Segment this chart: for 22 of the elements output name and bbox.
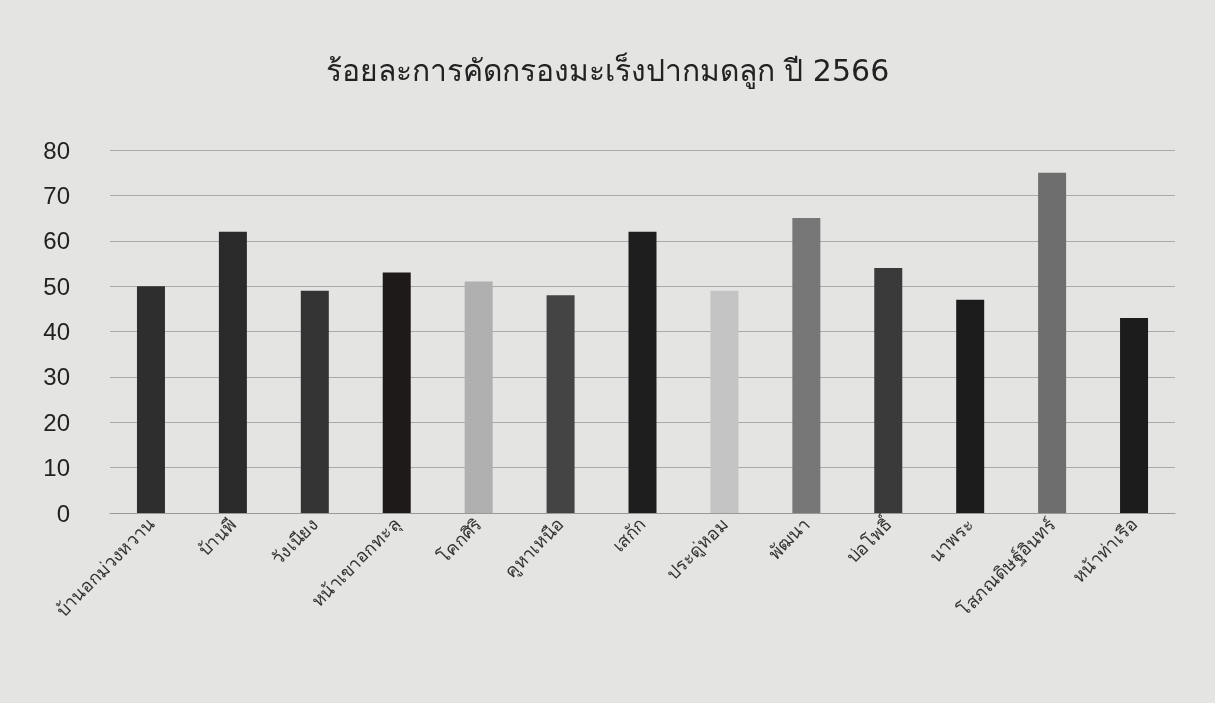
y-tick-label: 50 [43, 272, 70, 300]
y-tick-label: 10 [43, 454, 70, 482]
y-tick-label: 30 [43, 363, 70, 391]
y-tick-label: 20 [43, 408, 70, 436]
bar [874, 267, 903, 513]
bar [956, 299, 985, 513]
bar [382, 272, 411, 513]
y-tick-label: 70 [43, 181, 70, 209]
bar [1120, 317, 1149, 513]
bar [300, 290, 329, 513]
bar [136, 286, 165, 513]
bar [792, 218, 821, 513]
bar [628, 231, 657, 513]
bar [1038, 172, 1067, 513]
y-tick-label: 40 [43, 318, 70, 345]
chart-title: ร้อยละการคัดกรองมะเร็งปากมดลูก ปี 2566 [325, 51, 890, 89]
bar [218, 231, 247, 513]
bar [546, 295, 575, 513]
y-tick-label: 60 [43, 227, 70, 255]
y-tick-label: 0 [56, 499, 70, 527]
bar [710, 290, 739, 513]
y-tick-label: 80 [43, 136, 70, 164]
